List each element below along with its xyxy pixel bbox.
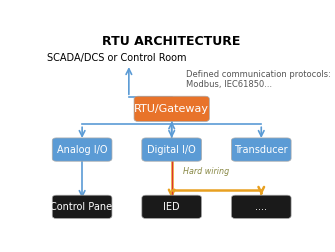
FancyBboxPatch shape [134, 96, 209, 121]
FancyBboxPatch shape [231, 138, 291, 161]
Text: Control Panel: Control Panel [50, 202, 115, 212]
Text: SCADA/DCS or Control Room: SCADA/DCS or Control Room [47, 53, 187, 63]
Text: RTU/Gateway: RTU/Gateway [134, 104, 209, 114]
Text: ....: .... [255, 202, 267, 212]
FancyBboxPatch shape [52, 195, 112, 218]
Text: Hard wiring: Hard wiring [183, 167, 229, 176]
Text: IED: IED [163, 202, 180, 212]
Text: Analog I/O: Analog I/O [57, 145, 107, 154]
FancyBboxPatch shape [142, 138, 202, 161]
Text: RTU ARCHITECTURE: RTU ARCHITECTURE [103, 35, 241, 48]
FancyBboxPatch shape [142, 195, 202, 218]
Text: Digital I/O: Digital I/O [147, 145, 196, 154]
FancyBboxPatch shape [52, 138, 112, 161]
FancyBboxPatch shape [231, 195, 291, 218]
Text: Transducer: Transducer [234, 145, 288, 154]
Text: Defined communication protocols:
Modbus, IEC61850...: Defined communication protocols: Modbus,… [186, 70, 331, 89]
